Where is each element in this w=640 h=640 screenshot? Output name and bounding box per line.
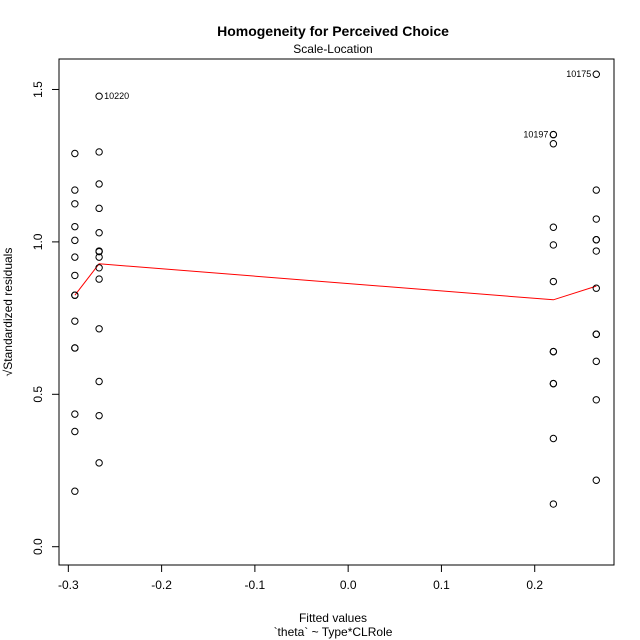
data-point [549,223,558,231]
data-point [95,377,103,386]
data-point [592,396,600,404]
data-point [71,291,79,299]
data-point [549,130,558,139]
data-point [592,284,600,292]
data-point [592,215,600,223]
x-axis: -0.3 -0.2 -0.1 0.0 0.1 0.2 [58,564,543,592]
x-axis-label: Fitted values [299,611,367,625]
data-point [549,379,558,388]
data-point [592,70,600,78]
data-point [71,427,79,436]
data-point [71,487,79,495]
data-point [71,222,79,231]
data-point [592,330,600,338]
data-point [549,277,558,286]
data-point [71,317,79,325]
data-point [95,459,103,467]
y-tick-label: 1.0 [31,233,45,250]
data-point [592,357,600,366]
data-point [592,186,600,194]
data-point [95,148,103,156]
y-axis: 0.0 0.5 1.0 1.5 [31,81,60,555]
x-tick-label: -0.1 [245,578,266,592]
y-tick-label: 0.0 [31,538,45,555]
data-point [549,140,558,148]
data-point [95,253,103,261]
point-annotation-label: 10175 [566,69,591,79]
data-point [549,500,558,508]
point-annotation-label: 10220 [104,91,129,101]
x-tick-label: -0.2 [151,578,172,592]
data-point [95,325,103,333]
data-point [549,241,558,249]
chart-title: Homogeneity for Perceived Choice [217,23,449,39]
data-point [95,411,103,420]
data-point [95,204,103,213]
data-point [592,236,600,244]
y-tick-label: 0.5 [31,386,45,403]
data-point [71,236,79,245]
x-axis-sublabel: `theta` ~ Type*CLRole [274,625,393,639]
data-point [71,410,79,418]
point-annotation-label: 10197 [523,130,548,140]
data-point [71,200,79,208]
data-point [71,271,79,280]
data-point [549,434,558,443]
data-point [71,344,79,352]
residual-points [71,70,600,508]
data-point [95,229,103,237]
x-tick-label: -0.3 [58,578,79,592]
data-point [95,264,103,272]
smooth-trend-line [74,263,597,301]
chart-subtitle: Scale-Location [293,42,372,56]
x-tick-label: 0.2 [526,578,543,592]
data-point [95,92,103,100]
data-point [95,275,103,283]
data-point [549,347,558,356]
data-point [95,247,103,256]
y-axis-label: √Standardized residuals [1,248,15,377]
y-tick-label: 1.5 [31,81,45,98]
point-annotations: 10220 10197 10175 [104,69,591,139]
data-point [592,476,600,484]
data-point [95,180,103,188]
data-point [592,247,600,255]
x-tick-label: 0.0 [340,578,357,592]
data-point [71,149,79,158]
x-tick-label: 0.1 [433,578,450,592]
data-point [71,253,79,261]
data-point [71,186,79,194]
